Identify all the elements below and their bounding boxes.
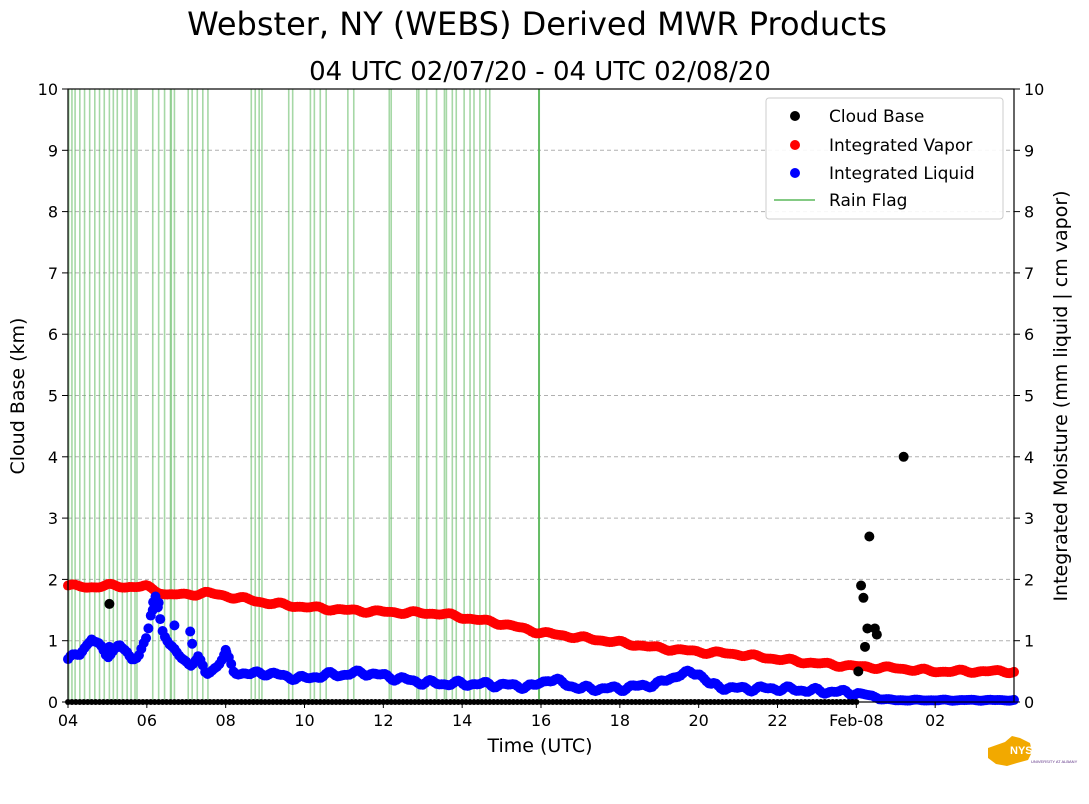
- liquid-point: [169, 620, 180, 631]
- liquid-point: [147, 605, 158, 616]
- cloud-base-point: [862, 623, 873, 634]
- x-tick-label: 06: [137, 711, 157, 730]
- new-york-state-icon: [988, 736, 1032, 766]
- cloud-base-point: [858, 592, 869, 603]
- y-tick-label-left: 0: [48, 693, 58, 712]
- cloud-base-point: [898, 451, 909, 462]
- liquid-point: [185, 626, 196, 637]
- left-y-axis-ticks: 0 1 2 3 4 5 6 7 8 9 10: [38, 80, 68, 712]
- legend-marker-integrated-liquid: [790, 168, 800, 178]
- y-tick-label-right: 1: [1024, 632, 1034, 651]
- liquid-point: [104, 641, 115, 652]
- right-y-axis-ticks: 0 1 2 3 4 5 6 7 8 9 10: [1014, 80, 1044, 712]
- x-tick-label: 10: [294, 711, 314, 730]
- chart-subtitle: 04 UTC 02/07/20 - 04 UTC 02/08/20: [309, 57, 771, 87]
- x-tick-label: Feb-08: [829, 711, 883, 730]
- x-tick-label: 14: [452, 711, 472, 730]
- y-tick-label-left: 1: [48, 632, 58, 651]
- legend-label-integrated-vapor: Integrated Vapor: [829, 136, 972, 156]
- x-tick-label: 16: [531, 711, 551, 730]
- liquid-point: [141, 633, 152, 644]
- legend-label-integrated-liquid: Integrated Liquid: [829, 164, 975, 184]
- legend-box: [765, 97, 1004, 220]
- legend-marker-cloud-base: [790, 111, 800, 121]
- chart-title: Webster, NY (WEBS) Derived MWR Products: [187, 5, 887, 43]
- x-tick-label: 04: [58, 711, 78, 730]
- integrated-liquid-series: [63, 591, 1019, 706]
- y-tick-label-left: 7: [48, 264, 58, 283]
- right-y-axis-label: Integrated Moisture (mm liquid | cm vapo…: [1050, 190, 1072, 601]
- liquid-point: [220, 644, 231, 655]
- legend-label-cloud-base: Cloud Base: [829, 107, 924, 127]
- y-tick-label-left: 5: [48, 387, 58, 406]
- y-tick-label-left: 3: [48, 509, 58, 528]
- logo-subtext: UNIVERSITY AT ALBANY: [1031, 759, 1078, 764]
- y-tick-label-right: 0: [1024, 693, 1034, 712]
- y-tick-label-right: 8: [1024, 203, 1034, 222]
- y-tick-label-left: 8: [48, 203, 58, 222]
- x-tick-label: 18: [610, 711, 630, 730]
- y-tick-label-right: 2: [1024, 570, 1034, 589]
- x-tick-label: 02: [925, 711, 945, 730]
- x-axis-label: Time (UTC): [486, 735, 592, 757]
- integrated-vapor-series: [63, 578, 1019, 679]
- y-tick-label-left: 4: [48, 448, 58, 467]
- y-tick-label-left: 6: [48, 325, 58, 344]
- liquid-point: [226, 658, 237, 669]
- legend-marker-integrated-vapor: [790, 140, 800, 150]
- cloud-base-point: [860, 641, 871, 652]
- legend: Cloud Base Integrated Vapor Integrated L…: [765, 97, 1004, 220]
- liquid-point: [155, 614, 166, 625]
- y-tick-label-right: 9: [1024, 141, 1034, 160]
- x-tick-label: 08: [215, 711, 235, 730]
- y-tick-label-right: 5: [1024, 387, 1034, 406]
- nys-mesonet-logo: NYS Mesonet UNIVERSITY AT ALBANY: [988, 736, 1081, 766]
- y-tick-label-left: 2: [48, 570, 58, 589]
- cloud-base-point: [104, 598, 115, 609]
- y-tick-label-right: 4: [1024, 448, 1034, 467]
- y-tick-label-right: 3: [1024, 509, 1034, 528]
- y-tick-label-left: 9: [48, 141, 58, 160]
- y-tick-label-right: 7: [1024, 264, 1034, 283]
- x-tick-label: 12: [373, 711, 393, 730]
- y-tick-label-right: 10: [1024, 80, 1044, 99]
- y-tick-label-left: 10: [38, 80, 58, 99]
- cloud-base-point: [871, 629, 882, 640]
- logo-text: NYS Mesonet: [1010, 745, 1081, 757]
- liquid-point: [143, 623, 154, 634]
- gridlines: [68, 149, 1014, 642]
- y-tick-label-right: 6: [1024, 325, 1034, 344]
- liquid-point: [153, 597, 164, 608]
- cloud-base-point: [856, 580, 867, 591]
- cloud-base-point: [864, 531, 875, 542]
- left-y-axis-label: Cloud Base (km): [7, 318, 29, 475]
- legend-label-rain-flag: Rain Flag: [829, 191, 907, 211]
- liquid-point: [187, 638, 198, 649]
- cloud-base-point: [853, 666, 864, 677]
- x-axis-ticks: 04 06 08 10 12 14 16 18 20 22 Feb-08 02: [58, 702, 945, 730]
- x-tick-label: 20: [688, 711, 708, 730]
- x-tick-label: 22: [767, 711, 787, 730]
